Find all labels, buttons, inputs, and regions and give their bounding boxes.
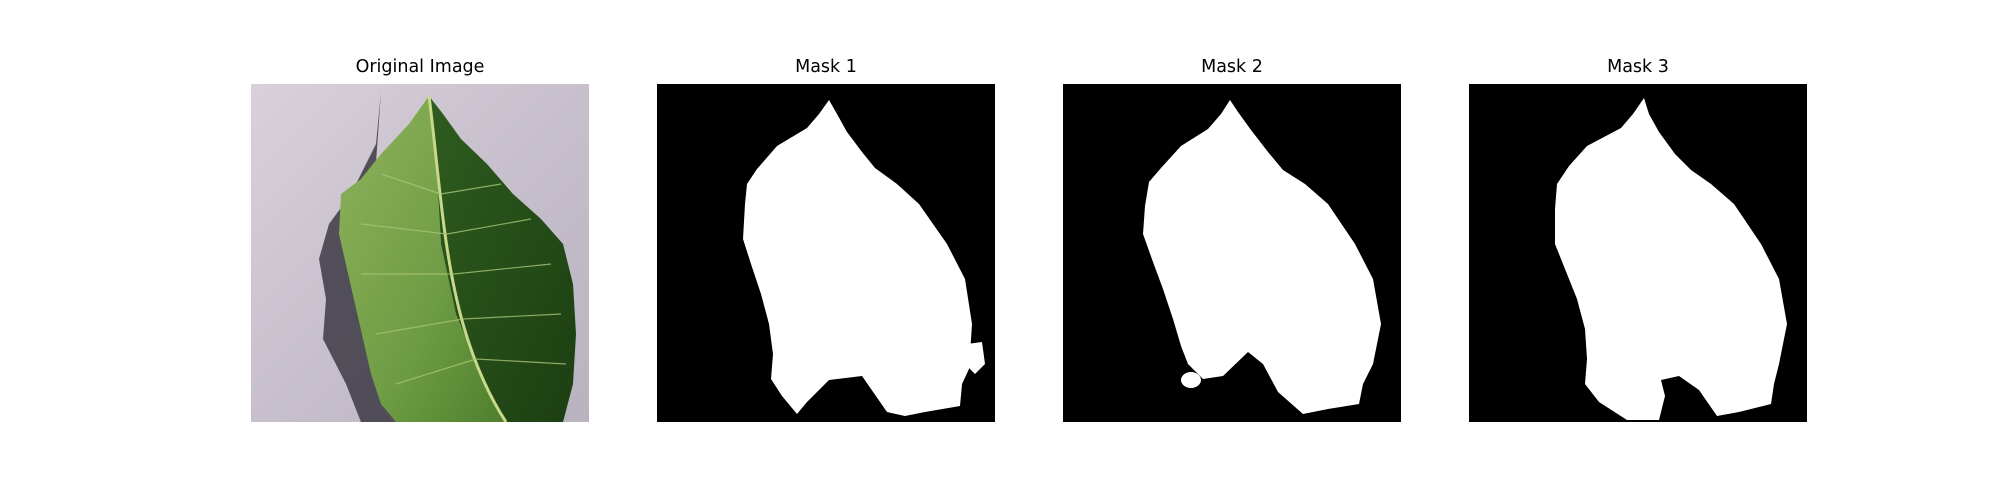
mask-fragment (1181, 372, 1201, 388)
mask-foreground (743, 100, 972, 416)
mask-foreground (1143, 100, 1381, 414)
leaf-dark-half (429, 96, 576, 422)
panel-title-original-image: Original Image (355, 57, 485, 77)
leaf-veins (360, 173, 567, 385)
mask-1-image (657, 84, 995, 422)
mask-3-image (1469, 84, 1807, 422)
leaf-light-half (339, 96, 506, 422)
mask-2-image (1063, 84, 1401, 422)
panel-title-mask-3: Mask 3 (1607, 57, 1669, 77)
mask-foreground (1555, 98, 1787, 420)
leaf-photo (251, 84, 589, 422)
mask-fragment (967, 342, 985, 374)
leaf-midrib (427, 95, 508, 422)
panel-title-mask-1: Mask 1 (795, 57, 857, 77)
panel-title-mask-2: Mask 2 (1201, 57, 1263, 77)
